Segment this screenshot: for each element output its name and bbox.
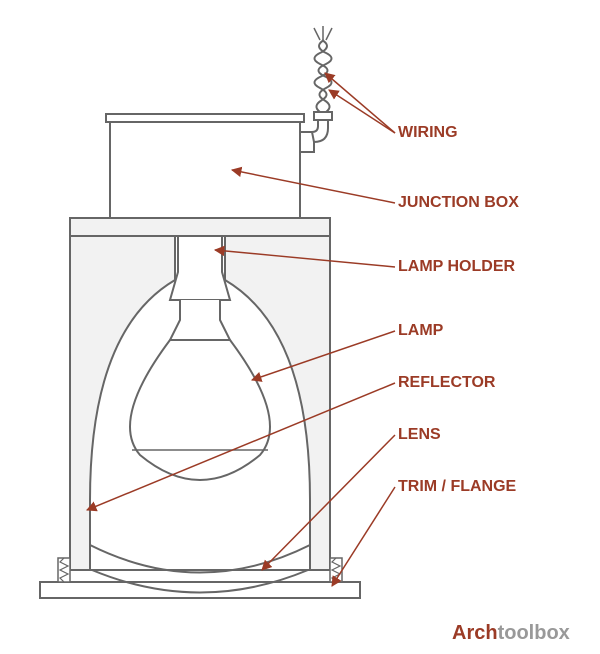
junction-box bbox=[106, 114, 304, 218]
label-reflector: REFLECTOR bbox=[398, 374, 495, 392]
label-junction-box: JUNCTION BOX bbox=[398, 194, 519, 212]
label-wiring: WIRING bbox=[398, 124, 458, 142]
brand-part1: Arch bbox=[452, 622, 498, 644]
label-lamp-holder: LAMP HOLDER bbox=[398, 258, 515, 276]
lamp-holder bbox=[170, 236, 230, 300]
label-trim-flange: TRIM / FLANGE bbox=[398, 478, 516, 496]
brand-logo: Archtoolbox bbox=[452, 622, 570, 645]
wiring bbox=[314, 26, 332, 112]
brand-part2: toolbox bbox=[498, 622, 570, 644]
fixture-diagram bbox=[0, 0, 600, 654]
label-lamp: LAMP bbox=[398, 322, 443, 340]
label-lens: LENS bbox=[398, 426, 441, 444]
